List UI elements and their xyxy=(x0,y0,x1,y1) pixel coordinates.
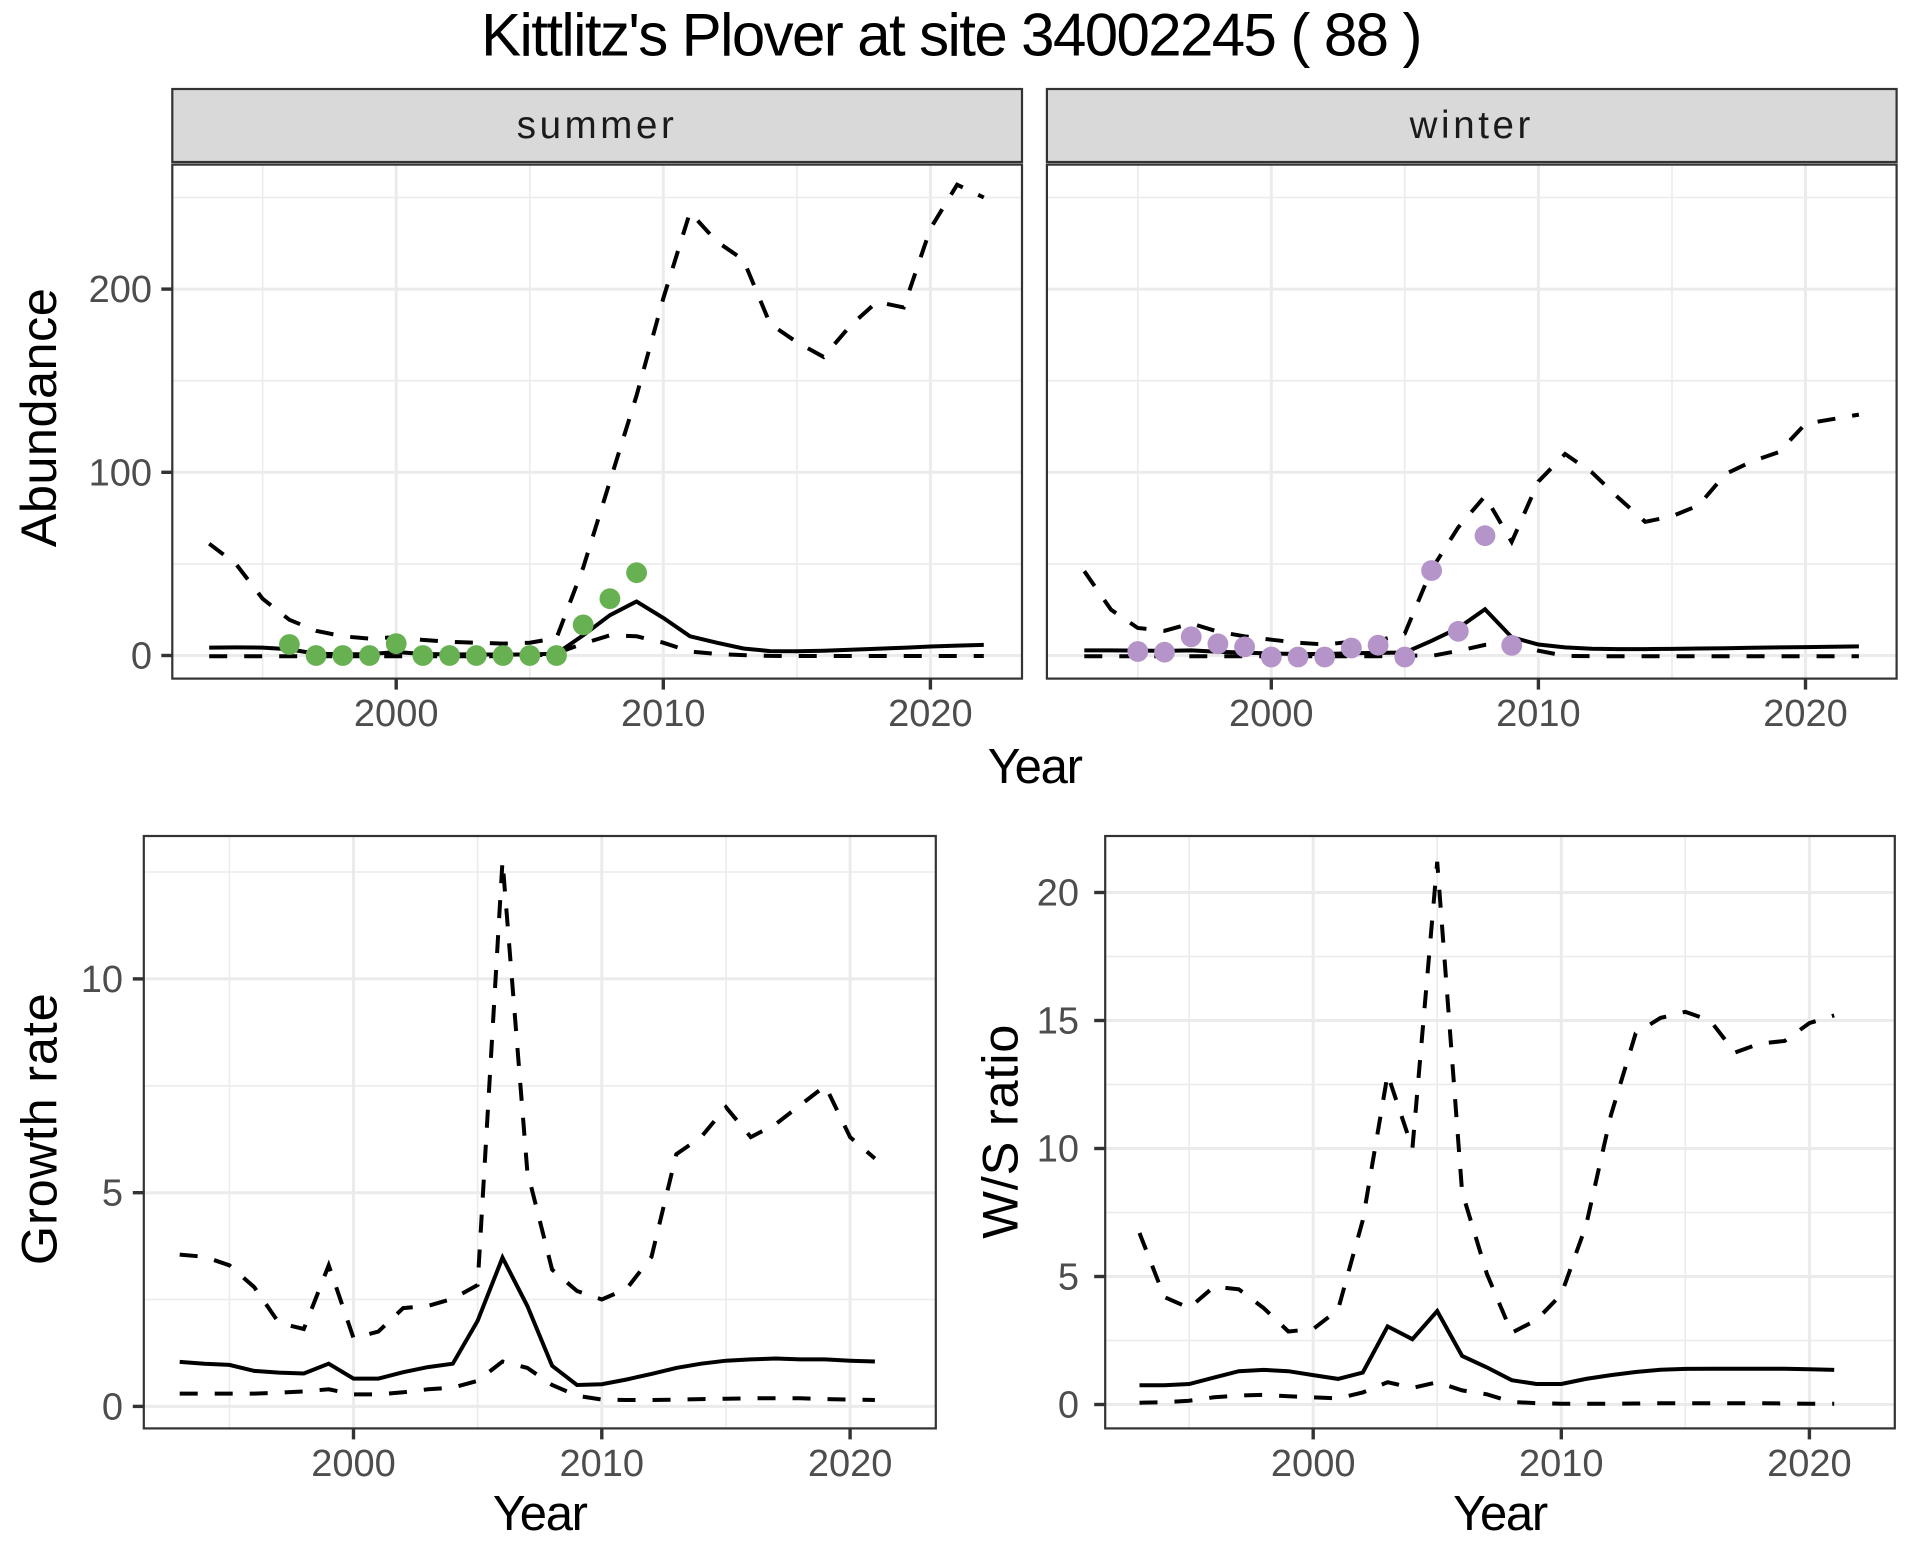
svg-text:200: 200 xyxy=(89,269,152,311)
svg-text:2020: 2020 xyxy=(1767,1443,1852,1485)
svg-text:0: 0 xyxy=(1058,1385,1079,1427)
svg-text:2010: 2010 xyxy=(1519,1443,1604,1485)
svg-text:0: 0 xyxy=(102,1386,123,1428)
svg-text:5: 5 xyxy=(102,1173,123,1215)
svg-text:2000: 2000 xyxy=(1271,1443,1356,1485)
svg-text:2020: 2020 xyxy=(888,693,973,735)
svg-text:10: 10 xyxy=(81,959,123,1001)
svg-text:2010: 2010 xyxy=(621,693,706,735)
svg-text:Year: Year xyxy=(988,740,1083,794)
svg-text:2020: 2020 xyxy=(1763,693,1848,735)
svg-text:2020: 2020 xyxy=(808,1443,893,1485)
svg-text:2000: 2000 xyxy=(354,693,439,735)
svg-text:Year: Year xyxy=(493,1487,588,1541)
svg-text:2000: 2000 xyxy=(311,1443,396,1485)
svg-text:winter: winter xyxy=(1409,104,1534,147)
svg-text:Abundance: Abundance xyxy=(10,288,67,548)
svg-text:15: 15 xyxy=(1037,1001,1079,1043)
svg-text:summer: summer xyxy=(517,104,678,147)
svg-text:100: 100 xyxy=(89,452,152,494)
svg-text:20: 20 xyxy=(1037,873,1079,915)
svg-text:W/S ratio: W/S ratio xyxy=(972,1024,1029,1239)
svg-text:5: 5 xyxy=(1058,1257,1079,1299)
svg-text:2010: 2010 xyxy=(560,1443,645,1485)
svg-text:2000: 2000 xyxy=(1229,693,1314,735)
svg-text:Kittlitz's Plover at site 3400: Kittlitz's Plover at site 34002245 ( 88 … xyxy=(481,2,1421,69)
svg-text:0: 0 xyxy=(131,636,152,678)
svg-text:Year: Year xyxy=(1453,1487,1548,1541)
svg-text:Growth rate: Growth rate xyxy=(10,992,67,1265)
svg-text:2010: 2010 xyxy=(1496,693,1581,735)
svg-text:10: 10 xyxy=(1037,1129,1079,1171)
